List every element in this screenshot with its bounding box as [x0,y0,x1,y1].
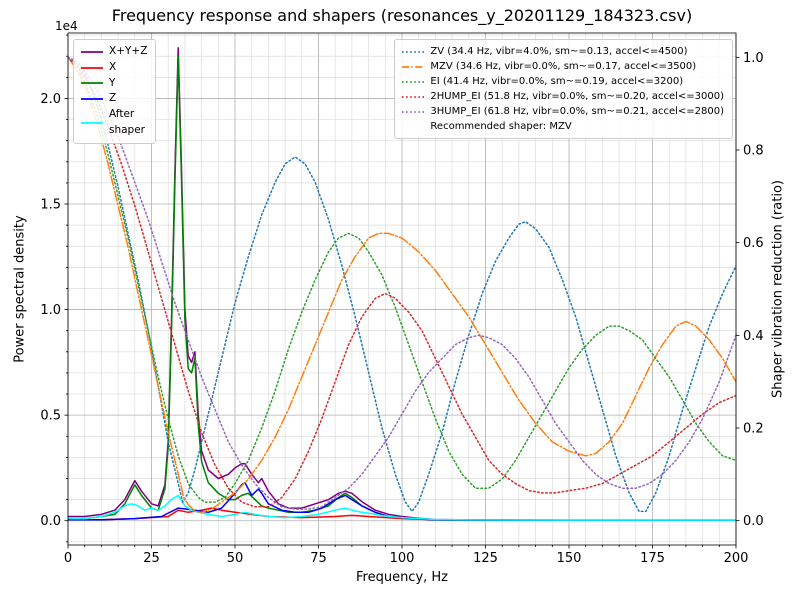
tick-labels: 0 25 50 75 100 125 150 175 200 0.0 0.5 1.0 1.5 2.0 0.0… [40,51,763,566]
legend-line-swatch [81,82,103,85]
legend-item-label: X+Y+Z [109,45,148,57]
y-right-tick-label: 0.0 [743,514,764,529]
curve-2hump-ei [68,56,736,508]
y-axis-label-right: Shaper vibration reduction (ratio) [770,180,786,398]
legend-item-label: 2HUMP_EI (51.8 Hz, vibr=0.0%, sm~=0.20, … [430,91,724,102]
legend-line-swatch [81,98,103,101]
legend-item: Z [80,91,147,107]
tick-marks [64,34,740,549]
legend-item-label: ZV (34.4 Hz, vibr=4.0%, sm~=0.13, accel<… [430,46,688,57]
curve-after-shaper [68,494,736,521]
recommended-shaper-note: Recommended shaper: MZV [430,121,572,132]
curves [68,47,736,522]
y-left-tick-label: 0.5 [40,409,61,424]
y-right-tick-label: 0.2 [743,422,764,437]
x-tick-label: 25 [143,551,160,566]
legend-item-label: X [109,60,117,73]
legend-item-label: After shaper [109,108,146,136]
x-tick-label: 200 [724,551,749,566]
x-tick-label: 75 [310,551,327,566]
y-left-tick-label: 1.5 [40,198,61,213]
legend-item: ZV (34.4 Hz, vibr=4.0%, sm~=0.13, accel<… [401,44,724,59]
legend-line-swatch [81,121,103,124]
legend-item-label: 3HUMP_EI (61.8 Hz, vibr=0.0%, sm~=0.21, … [430,106,724,117]
legend-item-label: Z [109,92,117,105]
legend-item: MZV (34.6 Hz, vibr=0.0%, sm~=0.17, accel… [401,59,724,74]
y-axis-offset-text: 1e4 [55,19,78,33]
y-left-tick-label: 2.0 [40,92,61,107]
legend-item-label: MZV (34.6 Hz, vibr=0.0%, sm~=0.17, accel… [430,61,697,72]
legend-line-swatch [402,50,425,53]
legend-line-swatch [402,65,425,68]
x-tick-label: 100 [390,551,415,566]
x-tick-label: 150 [557,551,582,566]
y-right-tick-label: 0.6 [743,236,764,251]
legend-line-swatch [81,50,103,53]
curve-3hump-ei [68,56,736,510]
legend-item: X+Y+Z [80,44,147,60]
legend-line-swatch [402,80,425,83]
legend-item: 3HUMP_EI (61.8 Hz, vibr=0.0%, sm~=0.21, … [401,104,724,119]
curve-ei [68,56,736,503]
y-right-tick-label: 0.4 [743,329,764,344]
legend-line-swatch [81,66,103,69]
legend-item: After shaper [80,107,147,139]
y-right-tick-label: 0.8 [743,143,764,158]
legend-item: X [80,60,147,76]
legend-shapers: ZV (34.4 Hz, vibr=4.0%, sm~=0.13, accel<… [394,39,733,139]
x-tick-label: 175 [640,551,665,566]
y-left-tick-label: 0.0 [40,514,61,529]
x-axis-label: Frequency, Hz [355,570,449,585]
legend-line-swatch [402,110,425,113]
y-axis-label-left: Power spectral density [12,215,28,363]
legend-psd: X+Y+Z X Y Z After shaper [73,39,157,144]
legend-line-swatch [402,95,425,98]
legend-item: EI (41.4 Hz, vibr=0.0%, sm~=0.19, accel<… [401,74,724,89]
x-tick-label: 0 [64,551,72,566]
legend-item-label: EI (41.4 Hz, vibr=0.0%, sm~=0.19, accel<… [430,76,684,87]
chart-title: Frequency response and shapers (resonanc… [111,6,693,25]
legend-item: Y [80,76,147,92]
y-right-tick-label: 1.0 [743,51,764,66]
x-tick-label: 125 [473,551,498,566]
legend-item: 2HUMP_EI (51.8 Hz, vibr=0.0%, sm~=0.20, … [401,89,724,104]
x-tick-label: 50 [227,551,244,566]
curve-zv [68,56,736,513]
legend-item-label: Y [109,76,116,89]
y-left-tick-label: 1.0 [40,303,61,318]
curve-mzv [68,56,736,514]
curve-x-y-z [68,47,736,521]
